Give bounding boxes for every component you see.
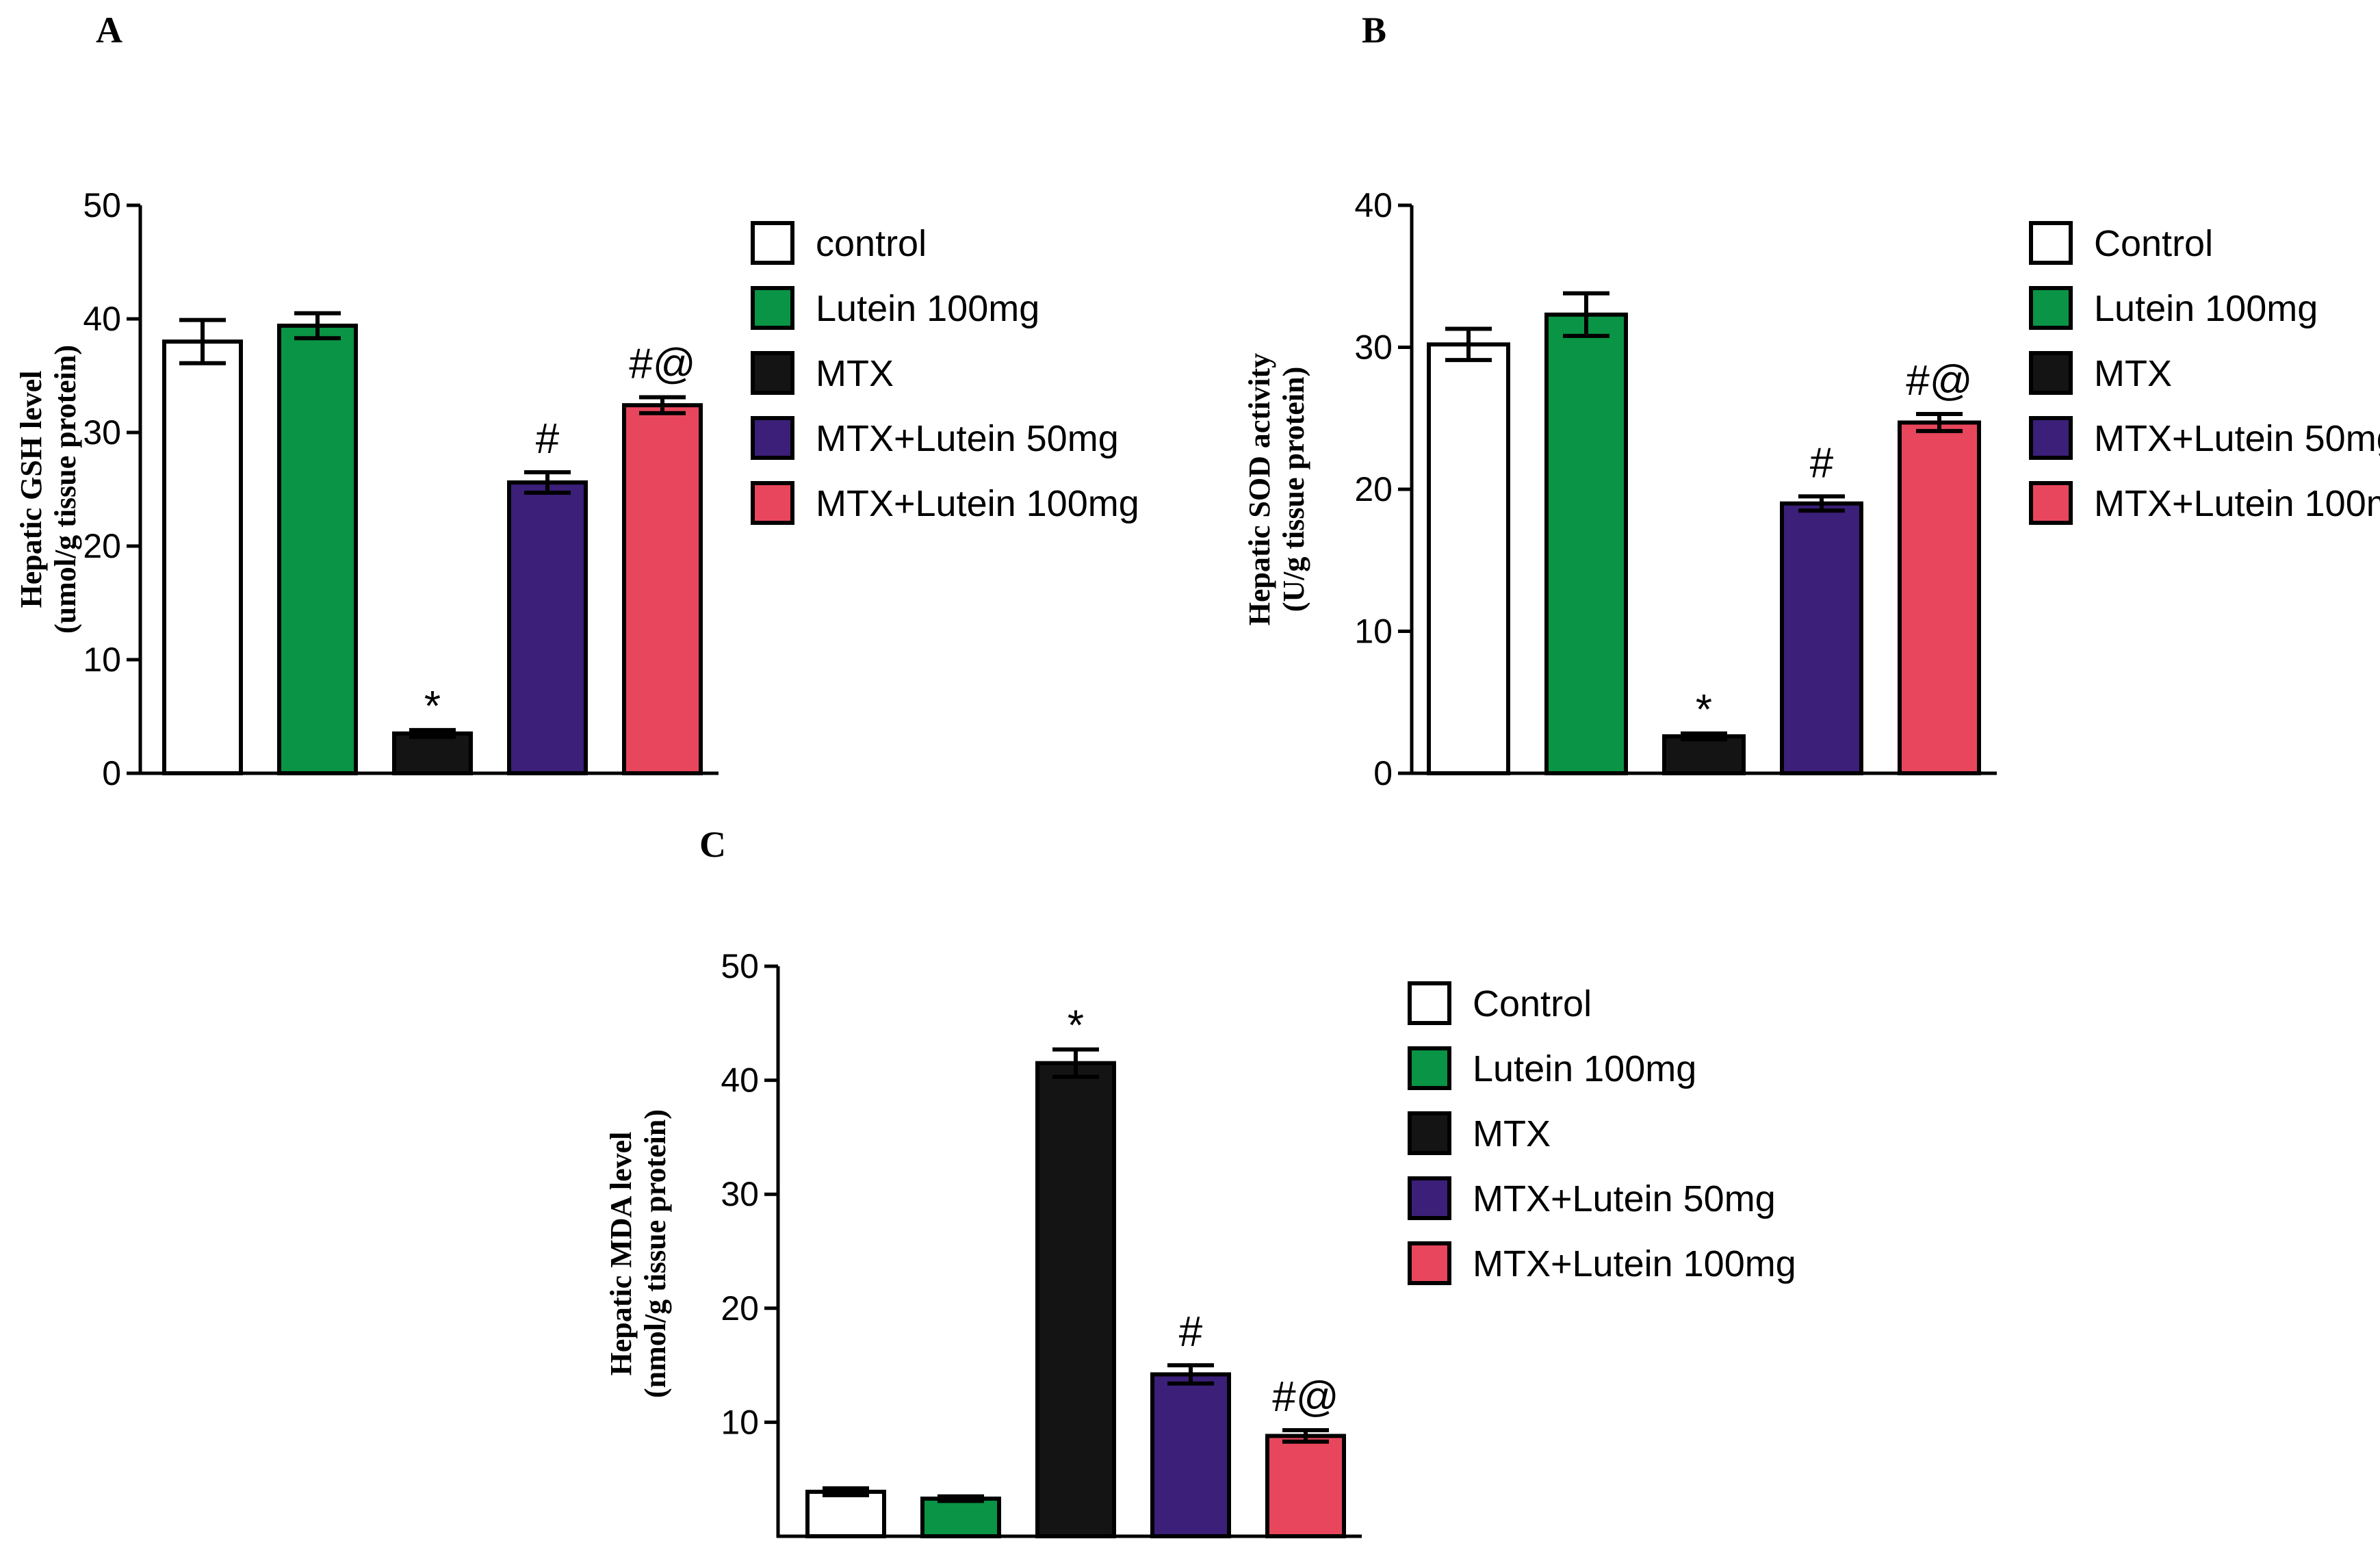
legend-swatch-a xyxy=(751,221,794,265)
legend-swatch-c xyxy=(1408,1176,1451,1220)
panel-letter-a: A xyxy=(96,10,122,51)
legend-label-c: MTX+Lutein 100mg xyxy=(1473,1243,1796,1284)
legend-swatch-c xyxy=(1408,1111,1451,1155)
bar-c xyxy=(1035,1061,1116,1538)
y-tick-label-c: 20 xyxy=(721,1289,759,1328)
y-tick-label-a: 10 xyxy=(83,641,121,679)
y-tick-label-c: 10 xyxy=(721,1403,759,1441)
legend-label-b: MTX+Lutein 50mg xyxy=(2094,418,2380,459)
bar-c xyxy=(805,1490,886,1538)
significance-label-b: #@ xyxy=(1906,357,1972,404)
y-tick-label-c: 30 xyxy=(721,1175,759,1213)
y-tick-label-a: 40 xyxy=(83,300,121,338)
significance-label-b: # xyxy=(1810,439,1834,487)
y-tick-label-a: 50 xyxy=(83,186,121,224)
legend-label-c: Control xyxy=(1473,983,1592,1024)
bar-a xyxy=(277,323,358,775)
bar-a xyxy=(622,403,703,775)
significance-label-c: #@ xyxy=(1272,1373,1338,1421)
bar-b xyxy=(1662,734,1746,776)
y-axis-title-c: Hepatic MDA level xyxy=(604,1132,638,1376)
bar-c xyxy=(1150,1372,1231,1538)
y-tick-label-b: 30 xyxy=(1354,328,1393,367)
y-tick-label-b: 0 xyxy=(1373,754,1393,792)
legend-swatch-a xyxy=(751,286,794,330)
legend-swatch-a xyxy=(751,416,794,460)
legend-label-c: Lutein 100mg xyxy=(1473,1048,1696,1089)
bar-c xyxy=(1265,1434,1346,1539)
bar-a xyxy=(392,731,473,776)
bar-a xyxy=(162,339,243,775)
legend-label-a: MTX xyxy=(816,353,894,394)
y-axis-subtitle-c: (nmol/g tissue protein) xyxy=(638,1109,672,1398)
legend-swatch-b xyxy=(2029,481,2073,525)
legend-label-b: MTX xyxy=(2094,353,2172,394)
significance-label-b: * xyxy=(1696,686,1712,734)
significance-label-a: # xyxy=(536,415,560,463)
legend-swatch-b xyxy=(2029,416,2073,460)
legend-swatch-c xyxy=(1408,981,1451,1025)
panel-letter-b: B xyxy=(1362,10,1386,51)
legend-label-c: MTX+Lutein 50mg xyxy=(1473,1178,1776,1219)
legend-swatch-c xyxy=(1408,1046,1451,1090)
y-axis-title-b: Hepatic SOD activity xyxy=(1243,353,1276,625)
bar-b xyxy=(1427,342,1510,776)
y-tick-label-c: 40 xyxy=(721,1061,759,1100)
bar-b xyxy=(1780,501,1863,775)
legend-swatch-b xyxy=(2029,286,2073,330)
y-tick-label-b: 20 xyxy=(1354,470,1393,508)
y-tick-label-a: 20 xyxy=(83,527,121,565)
legend-label-c: MTX xyxy=(1473,1113,1551,1154)
legend-swatch-b xyxy=(2029,351,2073,395)
legend-swatch-c xyxy=(1408,1241,1451,1285)
bar-c xyxy=(920,1497,1001,1538)
y-tick-label-a: 30 xyxy=(83,413,121,452)
bar-a xyxy=(507,480,588,775)
significance-label-a: * xyxy=(424,683,441,730)
y-axis-title-a: Hepatic GSH level xyxy=(14,370,48,608)
significance-label-a: #@ xyxy=(629,341,695,388)
y-axis-subtitle-b: (U/g tissue protein) xyxy=(1277,367,1310,612)
significance-label-c: # xyxy=(1179,1308,1203,1356)
legend-label-b: Lutein 100mg xyxy=(2094,288,2318,329)
y-tick-label-a: 0 xyxy=(102,754,121,792)
legend-label-a: MTX+Lutein 50mg xyxy=(816,418,1119,459)
legend-swatch-a xyxy=(751,351,794,395)
y-tick-label-c: 50 xyxy=(721,947,759,985)
legend-label-a: control xyxy=(816,223,927,264)
legend-label-b: MTX+Lutein 100mg xyxy=(2094,483,2380,524)
y-tick-label-b: 10 xyxy=(1354,612,1393,651)
significance-label-c: * xyxy=(1068,1003,1084,1050)
legend-swatch-b xyxy=(2029,221,2073,265)
legend-label-a: Lutein 100mg xyxy=(816,288,1039,329)
y-tick-label-b: 40 xyxy=(1354,186,1393,224)
y-axis-subtitle-a: (umol/g tissue protein) xyxy=(49,345,82,634)
panel-letter-c: C xyxy=(699,824,726,865)
legend-swatch-a xyxy=(751,481,794,525)
legend-label-a: MTX+Lutein 100mg xyxy=(816,483,1139,524)
bar-b xyxy=(1544,312,1628,775)
bar-b xyxy=(1898,420,1981,775)
legend-label-b: Control xyxy=(2094,223,2213,264)
